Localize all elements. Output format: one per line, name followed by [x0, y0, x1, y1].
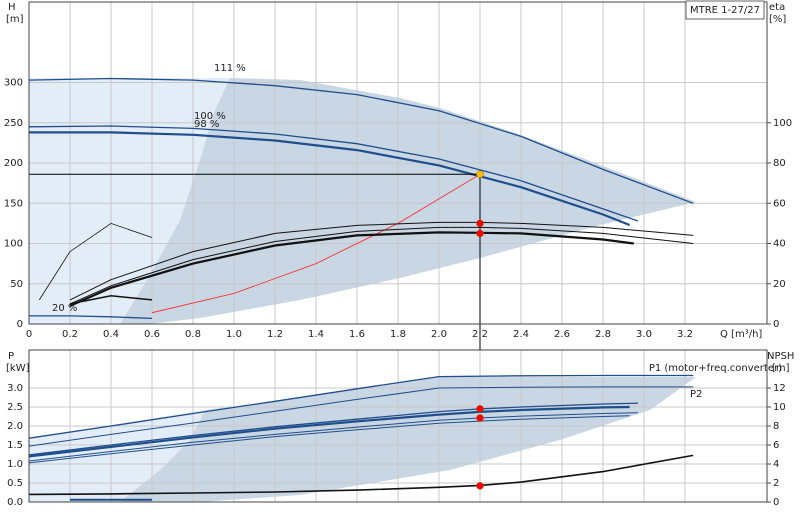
- y-tick-label: 1.0: [7, 459, 23, 470]
- series-line: [29, 315, 153, 320]
- y2-axis-label: NPSH: [767, 351, 794, 362]
- y2-axis-unit: [%]: [769, 14, 786, 25]
- y-axis-unit: [m]: [6, 14, 24, 25]
- series-line: [28, 77, 694, 204]
- series-line: [69, 226, 694, 305]
- y2-tick-label: 40: [773, 239, 786, 250]
- series-line: [29, 131, 631, 227]
- x-tick-label: 2.4: [513, 329, 529, 340]
- series-line: [28, 386, 694, 447]
- y-tick-label: 0: [17, 319, 23, 330]
- x-tick-label: 2.8: [595, 329, 611, 340]
- x-tick-label: 1.0: [226, 329, 242, 340]
- y-tick-label: 150: [4, 198, 23, 209]
- y-axis-label: P: [8, 351, 14, 362]
- y2-tick-label: 6: [773, 440, 779, 451]
- y2-tick-label: 2: [773, 478, 779, 489]
- legend-entry: P1 (motor+freq.converter): [649, 363, 782, 374]
- chart-title: MTRE 1-27/27: [690, 5, 760, 16]
- operating-point: [476, 405, 484, 413]
- series-line: [38, 222, 153, 301]
- y2-axis-unit: [m]: [772, 363, 790, 374]
- y-axis-unit: [kW]: [6, 363, 30, 374]
- series-line: [28, 374, 694, 439]
- y-tick-label: 2.5: [7, 402, 23, 413]
- operating-point: [476, 414, 484, 422]
- x-tick-label: 2.2: [472, 329, 488, 340]
- x-tick-label: 0.4: [103, 329, 119, 340]
- range-area-light: [29, 410, 205, 502]
- curve-label: 20 %: [52, 303, 77, 314]
- y-tick-label: 1.5: [7, 440, 23, 451]
- range-area-light: [29, 78, 230, 324]
- y2-tick-label: 0: [773, 497, 779, 508]
- series-line: [28, 415, 630, 464]
- y2-tick-label: 8: [773, 421, 779, 432]
- curve-label: 100 %: [194, 111, 226, 122]
- y-tick-label: 200: [4, 158, 23, 169]
- x-tick-label: 3.0: [636, 329, 652, 340]
- y-tick-label: 300: [4, 78, 23, 89]
- series-line: [69, 221, 694, 301]
- y2-tick-label: 20: [773, 279, 786, 290]
- series-line: [151, 173, 481, 314]
- y-tick-label: 50: [10, 279, 23, 290]
- y-axis-label: H: [8, 2, 16, 13]
- y2-tick-label: 0: [773, 319, 779, 330]
- x-tick-label: 1.8: [390, 329, 406, 340]
- x-axis-label: Q [m³/h]: [720, 329, 762, 340]
- curve-label: 111 %: [214, 63, 246, 74]
- series-line: [69, 231, 634, 307]
- y-tick-label: 250: [4, 118, 23, 129]
- legend-entry: P2: [690, 389, 702, 400]
- x-tick-label: 2.6: [554, 329, 570, 340]
- series-line: [28, 125, 639, 222]
- y2-tick-label: 60: [773, 198, 786, 209]
- series-line: [28, 454, 694, 496]
- x-tick-label: 3.2: [677, 329, 693, 340]
- x-tick-label: 2.0: [431, 329, 447, 340]
- operating-point: [476, 170, 484, 179]
- y-tick-label: 3.0: [7, 383, 23, 394]
- y-tick-label: 2.0: [7, 421, 23, 432]
- x-tick-label: 1.6: [349, 329, 365, 340]
- y2-tick-label: 100: [773, 118, 792, 129]
- x-tick-label: 1.4: [308, 329, 324, 340]
- series-line: [69, 295, 153, 305]
- x-tick-label: 1.2: [267, 329, 283, 340]
- y2-tick-label: 80: [773, 158, 786, 169]
- y2-tick-label: 12: [773, 383, 786, 394]
- operating-point: [476, 482, 484, 490]
- operating-point: [476, 229, 484, 238]
- title-box: [685, 0, 765, 20]
- x-tick-label: 0.2: [62, 329, 78, 340]
- operating-point: [476, 219, 484, 228]
- x-tick-label: 0.8: [185, 329, 201, 340]
- curve-label: 98 %: [194, 119, 219, 130]
- y-tick-label: 100: [4, 239, 23, 250]
- y2-tick-label: 4: [773, 459, 779, 470]
- y-tick-label: 0.0: [7, 497, 23, 508]
- series-line: [28, 405, 630, 458]
- x-tick-label: 0: [26, 329, 32, 340]
- series-line: [28, 412, 638, 462]
- y-tick-label: 0.5: [7, 478, 23, 489]
- y2-axis-label: eta: [769, 2, 785, 13]
- y2-tick-label: 10: [773, 402, 786, 413]
- x-tick-label: 0.6: [144, 329, 160, 340]
- series-line: [28, 402, 638, 456]
